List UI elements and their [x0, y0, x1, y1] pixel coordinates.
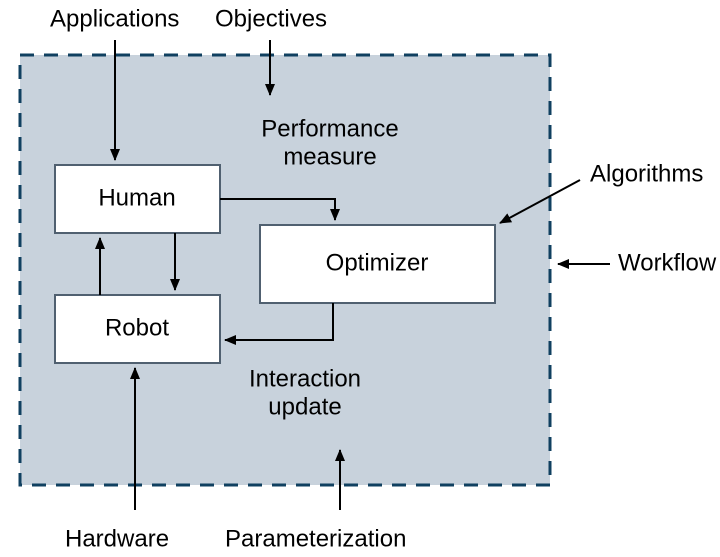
label-performance-measure-2: measure [283, 143, 376, 170]
label-interaction-update-1: Interaction [249, 365, 361, 392]
label-hardware: Hardware [65, 525, 169, 552]
label-parameterization: Parameterization [225, 525, 406, 552]
label-applications: Applications [50, 5, 179, 32]
node-optimizer-label: Optimizer [326, 249, 429, 276]
node-human-label: Human [98, 184, 175, 211]
label-algorithms: Algorithms [590, 160, 703, 187]
label-objectives: Objectives [215, 5, 327, 32]
label-interaction-update-2: update [268, 393, 341, 420]
node-robot-label: Robot [105, 314, 169, 341]
label-workflow: Workflow [618, 249, 717, 276]
label-performance-measure-1: Performance [261, 115, 398, 142]
diagram-svg: Human Robot Optimizer Performance measur… [0, 0, 720, 557]
